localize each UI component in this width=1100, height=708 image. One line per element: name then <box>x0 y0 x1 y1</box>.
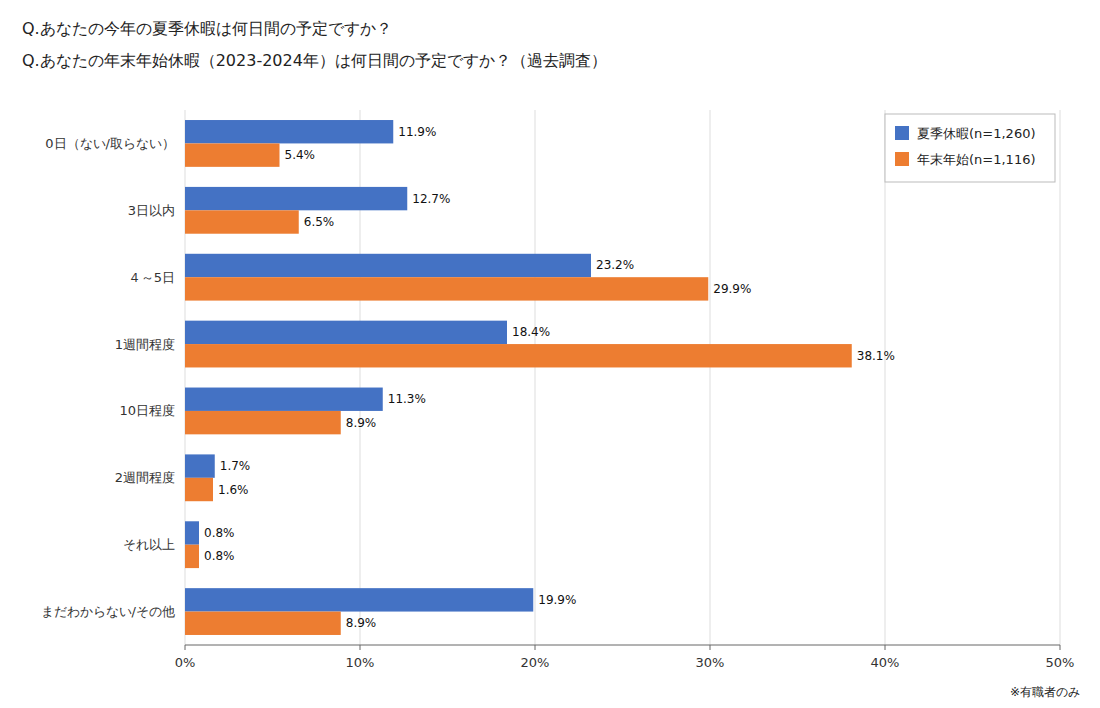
bar <box>185 588 533 611</box>
category-label: 0日（ない/取らない） <box>45 136 175 151</box>
bar <box>185 388 383 411</box>
tick-mark <box>885 645 886 650</box>
data-label: 38.1% <box>857 349 895 363</box>
tick-label: 10% <box>346 655 375 670</box>
category-label: 2週間程度 <box>115 470 175 485</box>
grid-line <box>1060 110 1061 645</box>
tick-mark <box>360 645 361 650</box>
subtitle: Q.あなたの年末年始休暇（2023-2024年）は何日間の予定ですか？（過去調査… <box>22 51 607 70</box>
legend-box <box>885 114 1055 182</box>
category-label: 1週間程度 <box>115 337 175 352</box>
grid-line <box>710 110 711 645</box>
grid-line <box>885 110 886 645</box>
data-label: 12.7% <box>412 192 450 206</box>
title: Q.あなたの今年の夏季休暇は何日間の予定ですか？ <box>22 19 392 38</box>
annotation: ※有職者のみ <box>1010 685 1080 699</box>
bar <box>185 254 591 277</box>
data-label: 29.9% <box>713 282 751 296</box>
tick-mark <box>185 645 186 650</box>
category-label: それ以上 <box>123 537 175 552</box>
grid: 0% 10% 20% 30% 40% 50% <box>175 110 1075 670</box>
data-label: 8.9% <box>346 416 377 430</box>
category-label: ４～5日 <box>128 270 175 285</box>
tick-label: 30% <box>696 655 725 670</box>
bar <box>185 321 507 344</box>
tick-label: 40% <box>871 655 900 670</box>
x-axis-line <box>185 645 1060 646</box>
bars <box>185 120 852 635</box>
bar <box>185 344 852 367</box>
category-label: 3日以内 <box>128 203 175 218</box>
legend-swatch <box>895 152 909 166</box>
bar <box>185 612 341 635</box>
data-label: 1.6% <box>218 483 249 497</box>
data-label: 23.2% <box>596 258 634 272</box>
data-label: 19.9% <box>538 593 576 607</box>
bar <box>185 411 341 434</box>
bar <box>185 277 708 300</box>
bar <box>185 143 280 166</box>
legend-swatch <box>895 126 909 140</box>
data-label: 0.8% <box>204 526 235 540</box>
bar <box>185 210 299 233</box>
category-label: まだわからない/その他 <box>41 604 175 619</box>
bar <box>185 120 393 143</box>
bar <box>185 545 199 568</box>
bar <box>185 478 213 501</box>
tick-mark <box>710 645 711 650</box>
data-label: 11.3% <box>388 392 426 406</box>
data-label: 11.9% <box>398 125 436 139</box>
data-label: 0.8% <box>204 549 235 563</box>
tick-label: 0% <box>175 655 196 670</box>
data-labels: 11.9% 5.4% 12.7% 6.5% 23.2% 29.9% 18.4% 38.1% 11… <box>204 125 895 631</box>
data-label: 6.5% <box>304 215 335 229</box>
tick-label: 50% <box>1046 655 1075 670</box>
bar <box>185 454 215 477</box>
tick-mark <box>1060 645 1061 650</box>
bar <box>185 521 199 544</box>
tick-mark <box>535 645 536 650</box>
category-label: 10日程度 <box>119 403 175 418</box>
legend: 夏季休暇(n=1,260) 年末年始(n=1,116) <box>885 114 1055 182</box>
legend-label: 夏季休暇(n=1,260) <box>917 126 1036 141</box>
bar <box>185 187 407 210</box>
data-label: 1.7% <box>220 459 251 473</box>
chart: Q.あなたの今年の夏季休暇は何日間の予定ですか？ Q.あなたの年末年始休暇（202… <box>0 0 1100 708</box>
tick-label: 20% <box>521 655 550 670</box>
legend-label: 年末年始(n=1,116) <box>917 152 1036 167</box>
grid-line <box>535 110 536 645</box>
data-label: 18.4% <box>512 325 550 339</box>
data-label: 8.9% <box>346 616 377 630</box>
data-label: 5.4% <box>285 148 316 162</box>
